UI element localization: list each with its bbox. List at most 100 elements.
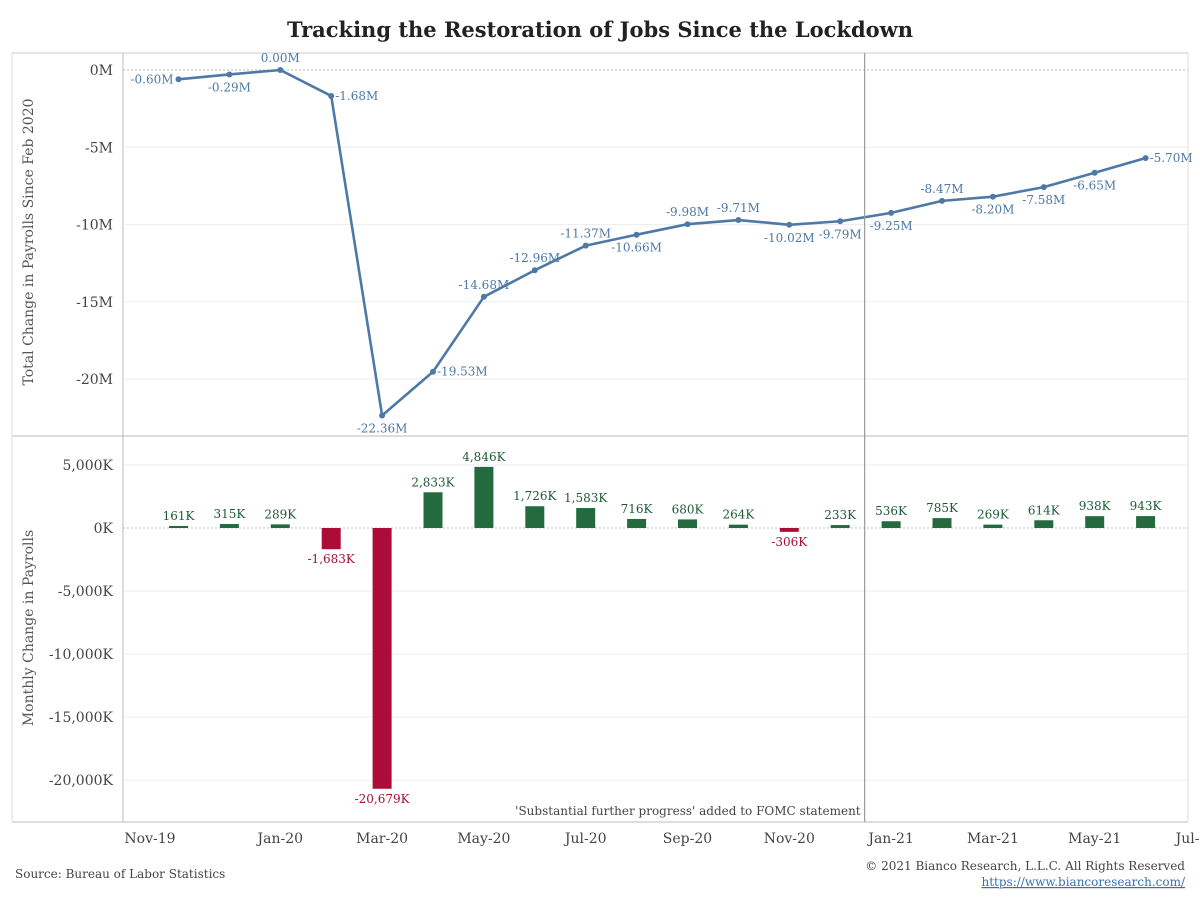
bar-value-label: 289K (264, 507, 297, 521)
line-point (175, 76, 182, 83)
bottom-y-ticks: 5,000K 0K -5,000K -10,000K -15,000K -20,000K (49, 458, 114, 789)
line-value-label: -0.29M (208, 80, 251, 94)
x-tick-label: Jan-20 (256, 831, 304, 847)
gridlines (123, 69, 1188, 781)
line-value-label: -9.98M (666, 205, 709, 219)
line-point (582, 242, 589, 249)
bar (576, 508, 596, 528)
bottom-y-tick-label: -5,000K (58, 584, 114, 600)
line-point (735, 217, 742, 224)
x-tick-label: Nov-19 (124, 831, 175, 847)
line-point (328, 92, 335, 99)
bar (169, 525, 188, 528)
bar (881, 521, 901, 528)
x-tick-label: Nov-20 (764, 831, 815, 847)
line-value-label: -12.96M (509, 251, 560, 265)
bar-value-label: -20,679K (355, 792, 411, 806)
bar (525, 506, 545, 528)
top-y-tick-label: -10M (76, 218, 113, 234)
top-y-tick-label: -20M (76, 372, 113, 388)
line-value-label: 0.00M (261, 51, 300, 65)
bar (627, 518, 647, 528)
line-value-label: -14.68M (459, 278, 510, 292)
line-value-label: -5.70M (1150, 151, 1193, 165)
bottom-y-tick-label: 0K (94, 521, 114, 537)
x-tick-label: May-21 (1068, 831, 1121, 847)
bar-value-label: 785K (926, 501, 959, 515)
bottom-y-tick-label: 5,000K (62, 458, 113, 474)
bar (932, 518, 952, 528)
bar (219, 524, 239, 528)
bar-labels: 161K 315K 289K -1,683K -20,679K 2,833K 4,846K 1… (163, 450, 1163, 806)
bar-value-label: 2,833K (411, 475, 455, 489)
bar (728, 524, 748, 528)
bar (1085, 516, 1105, 528)
line-value-label: -7.58M (1022, 193, 1065, 207)
top-y-tick-label: -15M (76, 295, 113, 311)
x-tick-label: Jan-21 (866, 831, 914, 847)
bar (372, 528, 392, 789)
fomc-annotation: 'Substantial further progress' added to … (515, 804, 861, 818)
line-labels: -0.60M -0.29M 0.00M -1.68M -22.36M -19.53M -14… (130, 51, 1192, 435)
line-point (480, 293, 487, 300)
bar (1136, 516, 1156, 528)
line-point (989, 193, 996, 200)
line-point (1142, 155, 1149, 162)
x-tick-label: Mar-21 (967, 831, 1019, 847)
line-point (1040, 184, 1047, 191)
copyright-note: © 2021 Bianco Research, L.L.C. All Right… (865, 859, 1185, 873)
bar (321, 528, 341, 550)
line-point (1091, 169, 1098, 176)
line-point (786, 221, 793, 228)
line-point (277, 67, 284, 73)
line-value-label: -10.66M (611, 241, 662, 255)
line-value-label: -8.47M (920, 182, 963, 196)
line-value-label: -6.65M (1073, 179, 1116, 193)
bar-value-label: 614K (1028, 503, 1061, 517)
line-value-label: -10.02M (764, 231, 815, 245)
line-point (430, 368, 436, 375)
bar (779, 528, 799, 532)
bar-value-label: 536K (875, 504, 908, 518)
x-tick-label: Mar-20 (356, 831, 408, 847)
bottom-y-tick-label: -20,000K (49, 773, 114, 789)
line-point (633, 231, 640, 238)
bottom-y-tick-label: -10,000K (49, 647, 114, 663)
bar-value-label: 161K (163, 509, 196, 523)
bar-value-label: 269K (977, 508, 1010, 522)
line-point (226, 71, 233, 78)
bar (270, 524, 290, 528)
bar-value-label: 938K (1079, 499, 1112, 513)
top-y-tick-label: 0M (90, 63, 113, 79)
line-value-label: -19.53M (437, 365, 488, 379)
bar-value-label: -1,683K (308, 552, 356, 566)
bar-value-label: -306K (771, 535, 808, 549)
x-tick-label: Jul-20 (563, 831, 607, 847)
bar (423, 492, 443, 528)
website-link[interactable]: https://www.biancoresearch.com/ (981, 875, 1185, 889)
bar (983, 524, 1003, 528)
bar (474, 466, 494, 528)
source-note: Source: Bureau of Labor Statistics (15, 867, 225, 881)
top-y-ticks: 0M -5M -10M -15M -20M (76, 63, 113, 388)
top-y-tick-label: -5M (85, 140, 113, 156)
line-point (379, 412, 386, 419)
bar-value-label: 680K (672, 502, 705, 516)
bar (678, 519, 697, 528)
bar-value-label: 264K (722, 508, 755, 522)
line-value-label: -22.36M (357, 421, 408, 435)
bottom-y-tick-label: -15,000K (49, 710, 114, 726)
bar-value-label: 233K (824, 508, 857, 522)
bar-value-label: 943K (1130, 499, 1163, 513)
line-value-label: -11.37M (560, 227, 611, 241)
plot-frames (11, 52, 1189, 823)
chart-title: Tracking the Restoration of Jobs Since t… (287, 17, 913, 42)
x-tick-label: May-20 (457, 831, 510, 847)
bar (1034, 520, 1054, 528)
cumulative-line-path (178, 68, 1146, 417)
line-value-label: -9.71M (717, 201, 760, 215)
monthly-bars (169, 466, 1156, 789)
bar (830, 525, 850, 528)
line-value-label: -0.60M (130, 72, 173, 86)
